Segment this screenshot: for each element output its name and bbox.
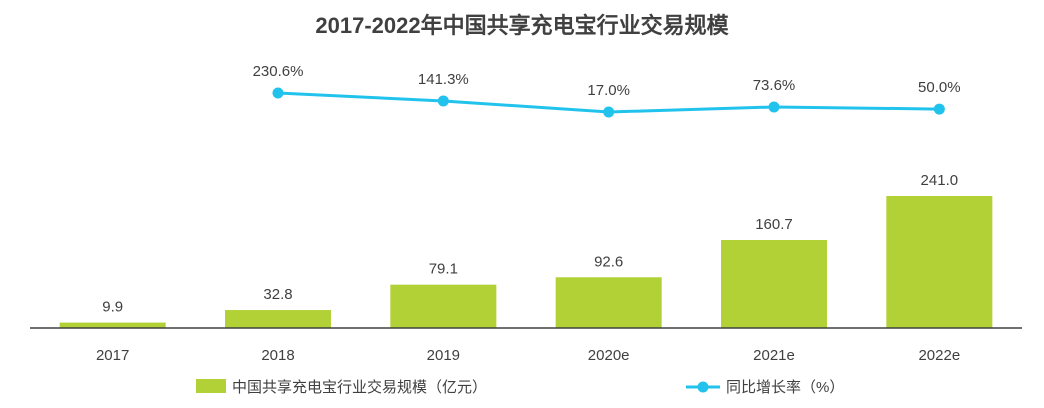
growth-line-group [272,87,945,118]
bar-value-label: 241.0 [921,172,959,189]
growth-point [272,87,284,99]
bar-2020e [555,277,662,328]
legend-bar-swatch [196,379,226,393]
growth-point [933,103,945,115]
growth-value-label: 50.0% [918,79,961,96]
x-tick-labels-group: 2017 2018 2019 2020e 2021e 2022e [96,347,960,364]
bar-2021e [721,239,827,328]
bar-value-label: 92.6 [594,253,623,270]
x-tick-label: 2021e [753,347,795,364]
bar-labels-group: 9.9 32.8 79.1 92.6 160.7 241.0 [102,172,958,316]
legend-bar-label: 中国共享充电宝行业交易规模（亿元） [232,378,487,396]
legend-line-label: 同比增长率（%） [726,379,844,396]
bar-2018 [225,310,331,328]
bar-value-label: 160.7 [755,216,793,233]
growth-point [437,95,449,107]
bar-2022e [886,196,993,328]
growth-value-label: 17.0% [587,82,630,99]
x-tick-label: 2018 [261,347,294,364]
bars-group [59,196,993,328]
x-tick-label: 2019 [427,347,460,364]
growth-value-label: 73.6% [753,77,796,94]
bar-value-label: 79.1 [429,261,458,278]
bar-value-label: 9.9 [102,299,123,316]
legend: 中国共享充电宝行业交易规模（亿元） 同比增长率（%） [196,378,844,396]
x-tick-label: 2020e [588,347,630,364]
bar-value-label: 32.8 [263,286,292,303]
x-tick-label: 2017 [96,347,129,364]
growth-value-label: 230.6% [253,63,304,80]
growth-point [768,101,780,113]
bar-2017 [59,322,166,328]
x-tick-label: 2022e [918,347,960,364]
growth-labels-group: 230.6% 141.3% 17.0% 73.6% 50.0% [253,63,961,99]
growth-point [603,106,615,118]
bar-2019 [390,284,497,328]
legend-line-marker [697,381,709,393]
growth-value-label: 141.3% [418,71,469,88]
chart-title: 2017-2022年中国共享充电宝行业交易规模 [315,13,729,38]
